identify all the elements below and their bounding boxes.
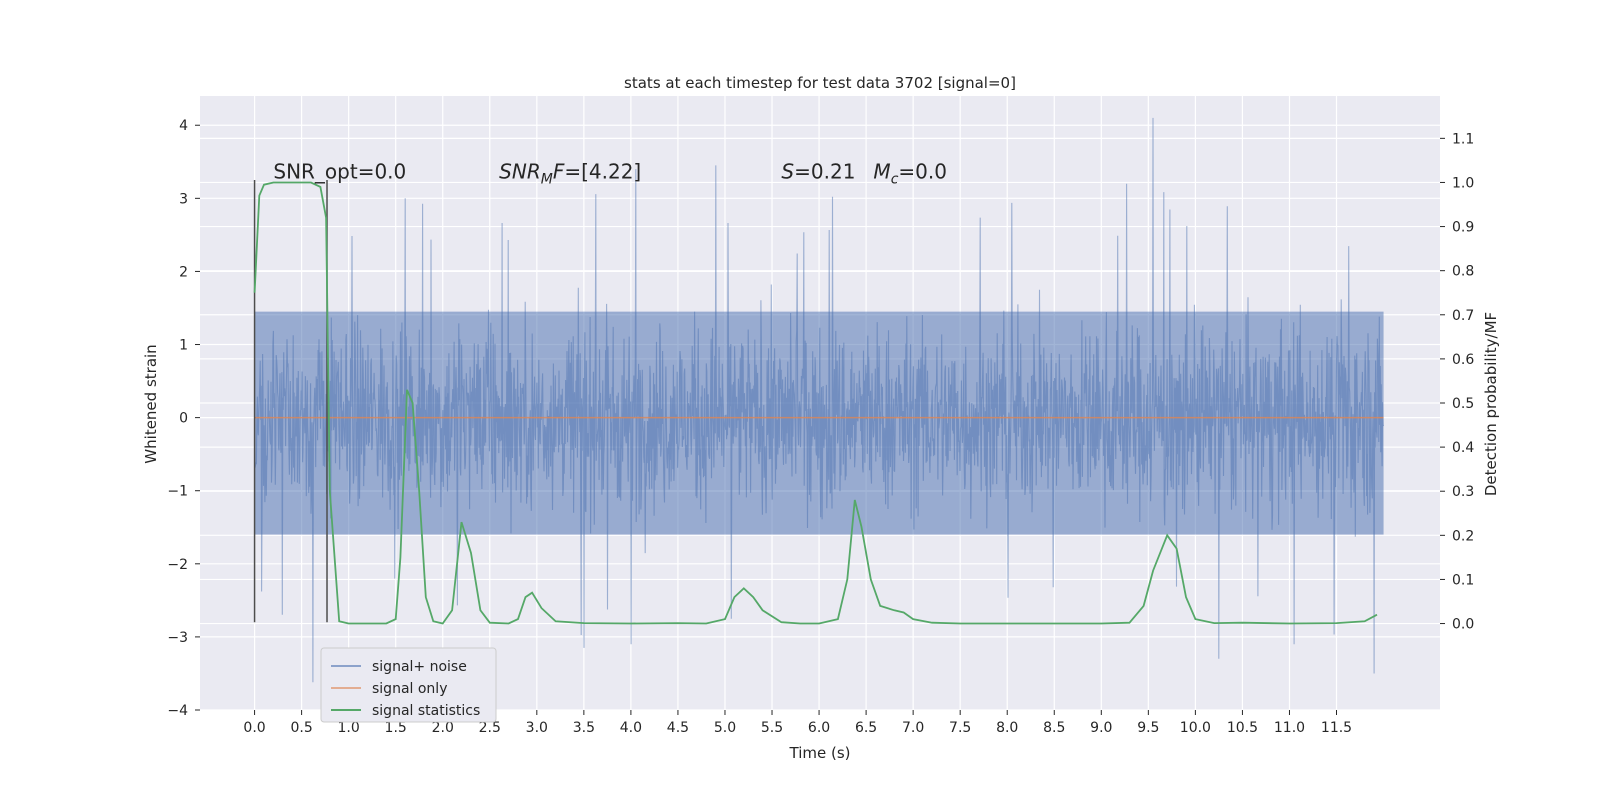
y2-axis-label: Detection probability/MF [1482,312,1500,496]
y2-tick-label-3: 0.3 [1452,484,1474,500]
y-axis-ticks: −4 −3 −2 −1 0 1 2 3 4 [167,118,200,719]
x-tick-label-15: 7.5 [949,720,971,736]
y-tick-label-1: −3 [167,630,188,646]
annotation-snr-mf: SNRMF=[4.22] [499,160,641,188]
signal-statistics-line [253,181,1378,625]
y2-axis-ticks: 0.0 0.1 0.2 0.3 0.4 0.5 0.6 0.7 0.8 0.9 1.0 1.1 [1440,131,1474,633]
y2-tick-label-2: 0.2 [1452,528,1474,544]
y-tick-label-6: 2 [179,264,188,280]
y-tick-label-3: −1 [167,484,188,500]
annotation-s-mc: S=0.21 Mc=0.0 [781,160,947,188]
x-tick-label-0: 0.0 [243,720,265,736]
legend-label-2: signal statistics [372,703,480,719]
y2-tick-label-0: 0.0 [1452,617,1474,633]
x-tick-label-19: 9.5 [1137,720,1159,736]
x-tick-label-2: 1.0 [338,720,360,736]
legend: signal+ noise signal only signal statistic… [320,647,497,723]
y2-tick-label-8: 0.8 [1452,264,1474,280]
x-tick-label-4: 2.0 [432,720,454,736]
x-tick-label-6: 3.0 [526,720,548,736]
y2-tick-label-1: 0.1 [1452,572,1474,588]
x-tick-label-1: 0.5 [290,720,312,736]
x-tick-label-13: 6.5 [855,720,877,736]
x-tick-label-14: 7.0 [902,720,924,736]
y-tick-label-4: 0 [179,411,188,427]
x-tick-label-7: 3.5 [573,720,595,736]
x-tick-label-21: 10.5 [1227,720,1258,736]
series-signal-statistics [253,181,1378,625]
y-tick-label-5: 1 [179,338,188,354]
x-tick-label-18: 9.0 [1090,720,1112,736]
annotation-snr-opt: SNR_opt=0.0 [273,160,406,184]
y-tick-label-7: 3 [179,191,188,207]
y2-tick-label-4: 0.4 [1452,440,1474,456]
x-tick-label-23: 11.5 [1321,720,1352,736]
x-tick-label-17: 8.5 [1043,720,1065,736]
legend-label-1: signal only [372,681,447,697]
chart-title: stats at each timestep for test data 370… [624,74,1016,92]
y2-tick-label-9: 0.9 [1452,220,1474,236]
legend-box [320,647,497,723]
x-axis-ticks: 0.0 0.5 1.0 1.5 2.0 2.5 3.0 3.5 4.0 4.5 5.0 5.5 6.0 6… [243,710,1352,736]
x-tick-label-10: 5.0 [714,720,736,736]
x-tick-label-12: 6.0 [808,720,830,736]
x-axis-label: Time (s) [789,744,851,762]
x-tick-label-11: 5.5 [761,720,783,736]
y2-tick-label-10: 1.0 [1452,175,1474,191]
noise-line [254,117,1385,683]
legend-label-0: signal+ noise [372,659,467,675]
x-tick-label-5: 2.5 [479,720,501,736]
y2-tick-label-7: 0.7 [1452,308,1474,324]
y-axis-label: Whitened strain [142,344,160,463]
y2-tick-label-11: 1.1 [1452,131,1474,147]
y2-tick-label-5: 0.5 [1452,396,1474,412]
x-tick-label-3: 1.5 [385,720,407,736]
x-tick-label-9: 4.5 [667,720,689,736]
annotations: SNR_opt=0.0 SNRMF=[4.22] S=0.21 Mc=0.0 [273,160,947,188]
y-tick-label-0: −4 [167,703,188,719]
y2-tick-label-6: 0.6 [1452,352,1474,368]
x-tick-label-8: 4.0 [620,720,642,736]
y-tick-label-2: −2 [167,557,188,573]
x-tick-label-22: 11.0 [1274,720,1305,736]
series-signal-noise [254,117,1385,683]
x-tick-label-16: 8.0 [996,720,1018,736]
y-tick-label-8: 4 [179,118,188,134]
x-tick-label-20: 10.0 [1180,720,1211,736]
